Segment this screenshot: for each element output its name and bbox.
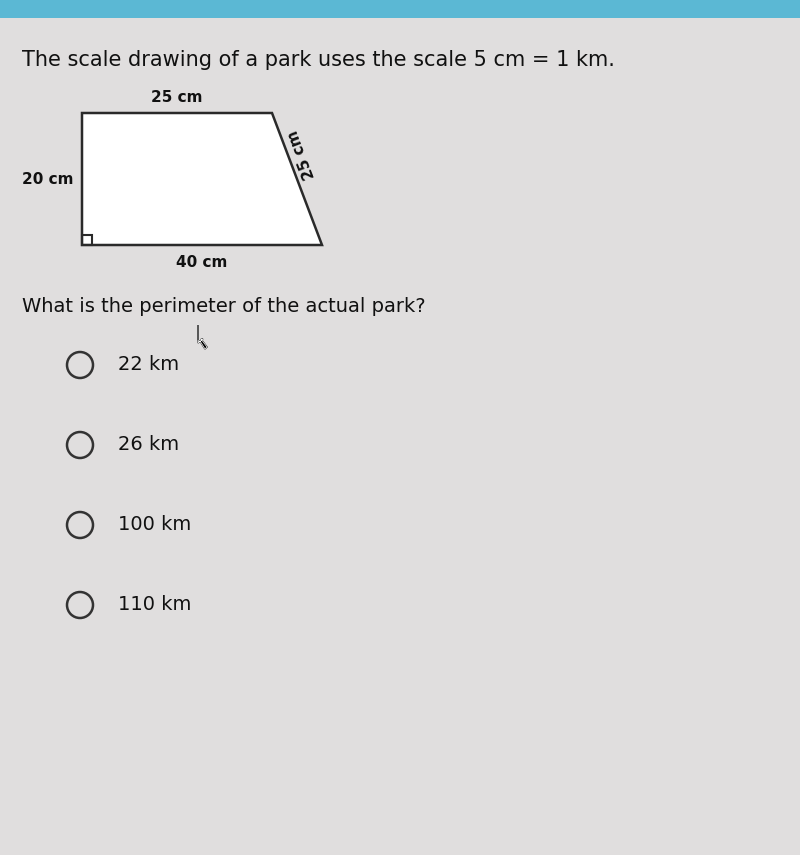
Text: The scale drawing of a park uses the scale 5 cm = 1 km.: The scale drawing of a park uses the sca…	[22, 50, 615, 70]
Text: 100 km: 100 km	[118, 516, 191, 534]
Bar	[0, 0, 800, 18]
Text: 22 km: 22 km	[118, 356, 179, 374]
Text: 25 cm: 25 cm	[286, 128, 318, 181]
Text: 110 km: 110 km	[118, 595, 191, 615]
Text: What is the perimeter of the actual park?: What is the perimeter of the actual park…	[22, 297, 426, 316]
Bar	[82, 235, 92, 245]
Text: 20 cm: 20 cm	[22, 172, 74, 186]
Text: 40 cm: 40 cm	[176, 255, 228, 270]
Polygon shape	[82, 113, 322, 245]
Text: 26 km: 26 km	[118, 435, 179, 455]
Text: 25 cm: 25 cm	[151, 90, 202, 105]
Polygon shape	[198, 325, 207, 349]
